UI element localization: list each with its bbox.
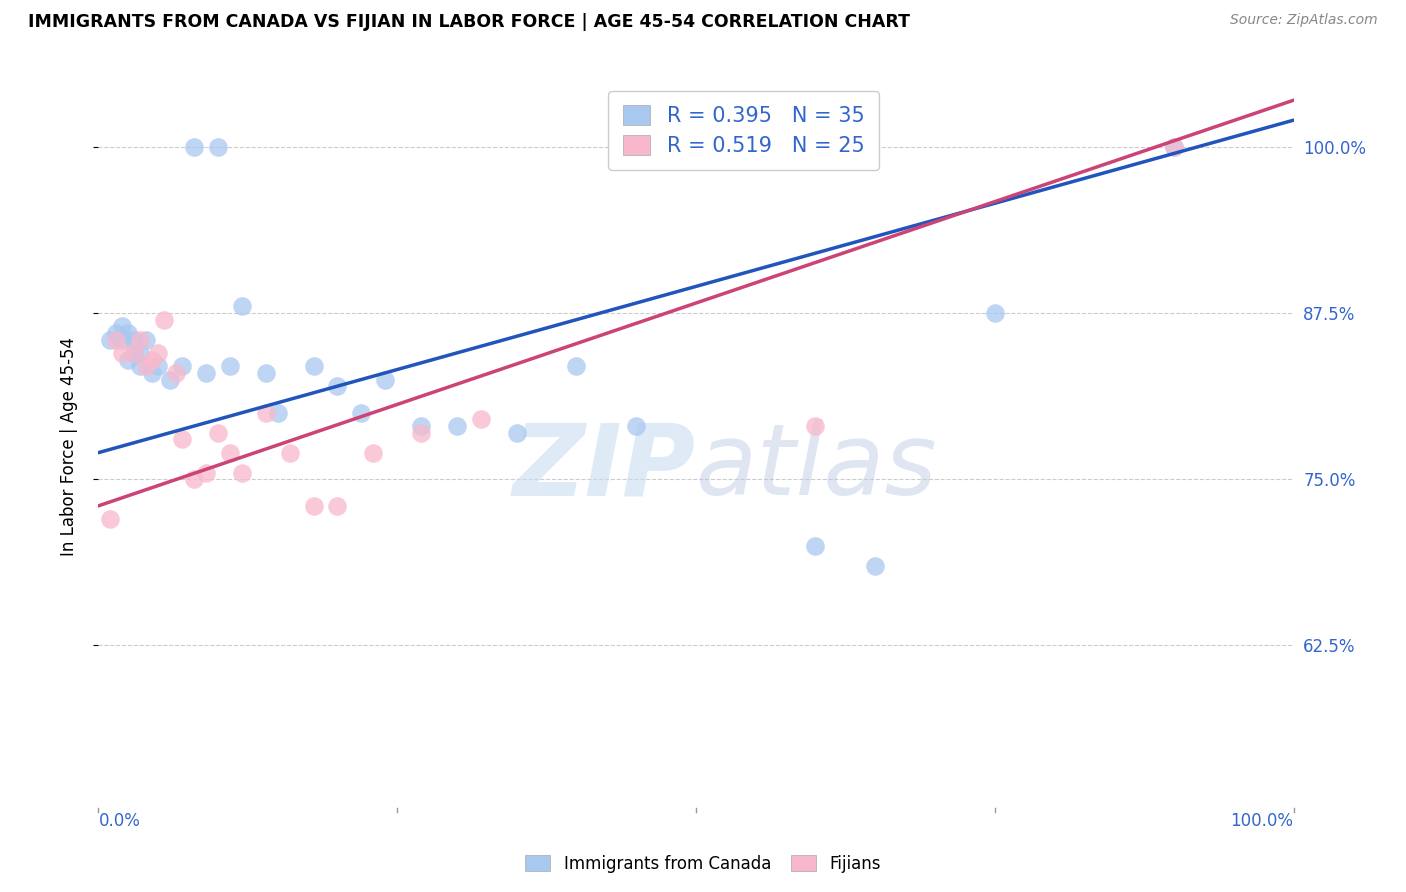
Point [411,419,433,434]
Point [207,425,229,440]
Point [804,419,827,434]
Point [350,406,373,420]
Point [326,499,349,513]
Text: 0.0%: 0.0% [98,812,141,830]
Point [98,333,122,347]
Point [267,406,290,420]
Point [148,346,170,360]
Point [194,366,218,380]
Text: IMMIGRANTS FROM CANADA VS FIJIAN IN LABOR FORCE | AGE 45-54 CORRELATION CHART: IMMIGRANTS FROM CANADA VS FIJIAN IN LABO… [28,13,910,31]
Point [148,359,170,374]
Point [129,346,152,360]
Point [1163,140,1185,154]
Point [135,359,157,374]
Point [141,352,163,367]
Point [111,319,134,334]
Point [98,512,122,526]
Point [506,425,529,440]
Point [129,333,152,347]
Point [804,539,827,553]
Point [374,372,396,386]
Text: atlas: atlas [696,419,938,516]
Point [411,425,433,440]
Point [302,359,325,374]
Point [141,366,163,380]
Point [626,419,648,434]
Point [124,346,146,360]
Point [565,359,588,374]
Y-axis label: In Labor Force | Age 45-54: In Labor Force | Age 45-54 [59,336,77,556]
Point [1163,140,1185,154]
Point [219,359,242,374]
Point [326,379,349,393]
Legend: Immigrants from Canada, Fijians: Immigrants from Canada, Fijians [519,848,887,880]
Text: 100.0%: 100.0% [1230,812,1294,830]
Point [124,333,146,347]
Point [470,412,492,426]
Point [129,359,152,374]
Point [111,346,134,360]
Point [231,299,253,313]
Point [105,333,128,347]
Point [135,333,157,347]
Point [207,140,229,154]
Point [183,472,205,486]
Point [111,333,134,347]
Legend: R = 0.395   N = 35, R = 0.519   N = 25: R = 0.395 N = 35, R = 0.519 N = 25 [609,91,879,170]
Text: ZIP: ZIP [513,419,696,516]
Point [165,366,187,380]
Point [254,366,277,380]
Point [254,406,277,420]
Point [984,306,1007,320]
Point [278,445,301,459]
Point [863,558,887,573]
Point [363,445,385,459]
Point [153,312,176,326]
Point [183,140,205,154]
Point [172,433,194,447]
Point [231,466,253,480]
Point [124,346,146,360]
Point [117,326,139,340]
Point [172,359,194,374]
Point [105,326,128,340]
Point [159,372,181,386]
Point [446,419,468,434]
Point [302,499,325,513]
Text: Source: ZipAtlas.com: Source: ZipAtlas.com [1230,13,1378,28]
Point [219,445,242,459]
Point [194,466,218,480]
Point [117,352,139,367]
